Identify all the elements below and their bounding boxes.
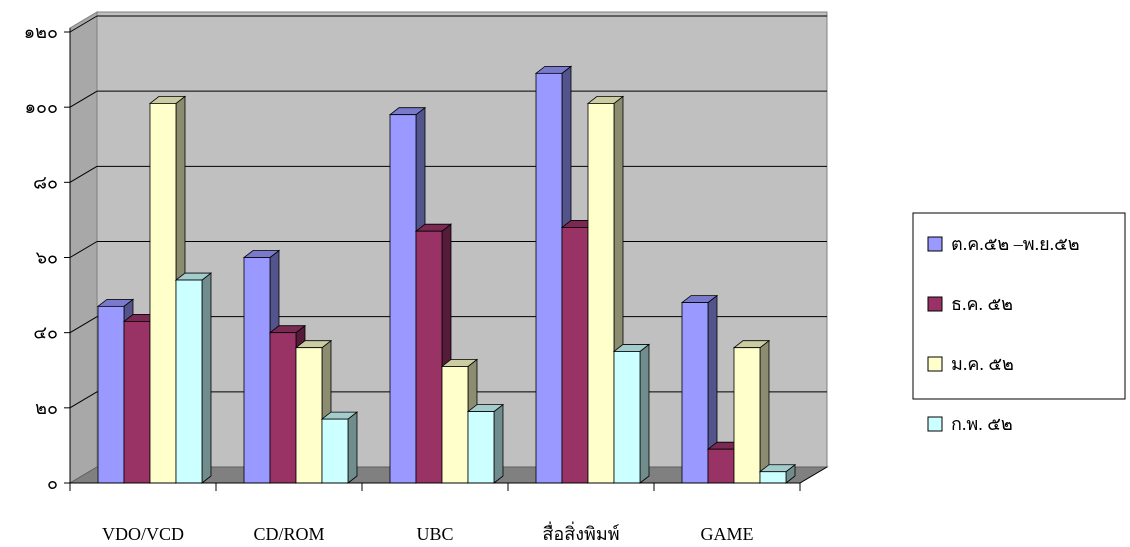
x-category-label: UBC <box>416 524 453 544</box>
bar-2-3 <box>466 403 505 484</box>
x-category-label: GAME <box>701 524 754 544</box>
bar-front <box>759 471 787 484</box>
side-wall <box>69 11 98 484</box>
bar-3-3 <box>612 343 651 484</box>
bar-front <box>97 305 125 484</box>
x-axis-depth-line <box>799 466 828 484</box>
bar-4-3 <box>758 463 797 484</box>
legend-swatch <box>927 416 943 432</box>
bar-front <box>441 366 469 484</box>
y-tick-label: ๒๐ <box>35 398 58 418</box>
bars-group <box>96 65 797 484</box>
bar-side <box>347 411 358 484</box>
y-tick-label: ๑๒๐ <box>24 22 58 42</box>
bar-front <box>733 347 761 484</box>
x-category-label: CD/ROM <box>253 524 324 544</box>
bar-front <box>415 230 443 484</box>
bar-front <box>389 114 417 484</box>
bar-front <box>561 227 589 484</box>
bar-front <box>321 418 349 484</box>
bar-front <box>587 103 615 484</box>
x-category-label: สื่อสิ่งพิมพ์ <box>542 521 619 544</box>
gridline-side <box>69 15 98 33</box>
y-tick-label: ๘๐ <box>33 172 58 192</box>
bar-1-3 <box>320 411 359 484</box>
gridline-side <box>69 165 98 183</box>
bar-0-3 <box>174 272 213 484</box>
bar-front <box>467 411 495 484</box>
legend-label: ก.พ. ๕๒ <box>951 414 1013 434</box>
gridline-side <box>69 391 98 409</box>
bar-side <box>639 343 650 484</box>
bar-front <box>613 351 641 484</box>
bar-front <box>243 257 271 484</box>
x-category-labels: VDO/VCD CD/ROM UBC สื่อสิ่งพิมพ์ GAME <box>102 521 754 544</box>
bar-4-0 <box>680 294 719 484</box>
bar-4-2 <box>732 339 771 484</box>
legend-swatch <box>927 356 943 372</box>
y-tick-label: ๖๐ <box>36 248 58 268</box>
bar-side <box>759 339 770 484</box>
y-tick-label: ๔๐ <box>33 323 58 343</box>
bar-front <box>295 347 323 484</box>
gridline-side <box>69 241 98 258</box>
legend: ต.ค.๕๒ –พ.ย.๕๒ธ.ค. ๕๒ม.ค. ๕๒ก.พ. ๕๒ <box>912 212 1126 434</box>
bar-front <box>535 72 563 484</box>
y-tick-label: ๑๐๐ <box>25 97 58 117</box>
legend-label: ม.ค. ๕๒ <box>951 354 1014 374</box>
y-tick-labels: ๐ ๒๐ ๔๐ ๖๐ ๘๐ ๑๐๐ ๑๒๐ <box>24 22 70 493</box>
bar-front <box>175 279 203 484</box>
bar-front <box>681 302 709 484</box>
legend-swatch <box>927 296 943 312</box>
bar-front <box>269 332 297 484</box>
bar-side <box>493 403 504 484</box>
legend-swatch <box>927 236 943 252</box>
axes-group <box>69 28 828 491</box>
bar-front <box>707 448 735 484</box>
bar-front <box>149 103 177 484</box>
legend-label: ต.ค.๕๒ –พ.ย.๕๒ <box>951 234 1080 254</box>
bar-front <box>123 320 151 484</box>
legend-box <box>912 212 1126 400</box>
gridline-side <box>69 316 98 334</box>
legend-label: ธ.ค. ๕๒ <box>951 294 1013 314</box>
gridline-side <box>69 90 98 108</box>
y-tick-label: ๐ <box>47 473 58 493</box>
bar-side <box>201 272 212 484</box>
x-category-label: VDO/VCD <box>102 524 184 544</box>
